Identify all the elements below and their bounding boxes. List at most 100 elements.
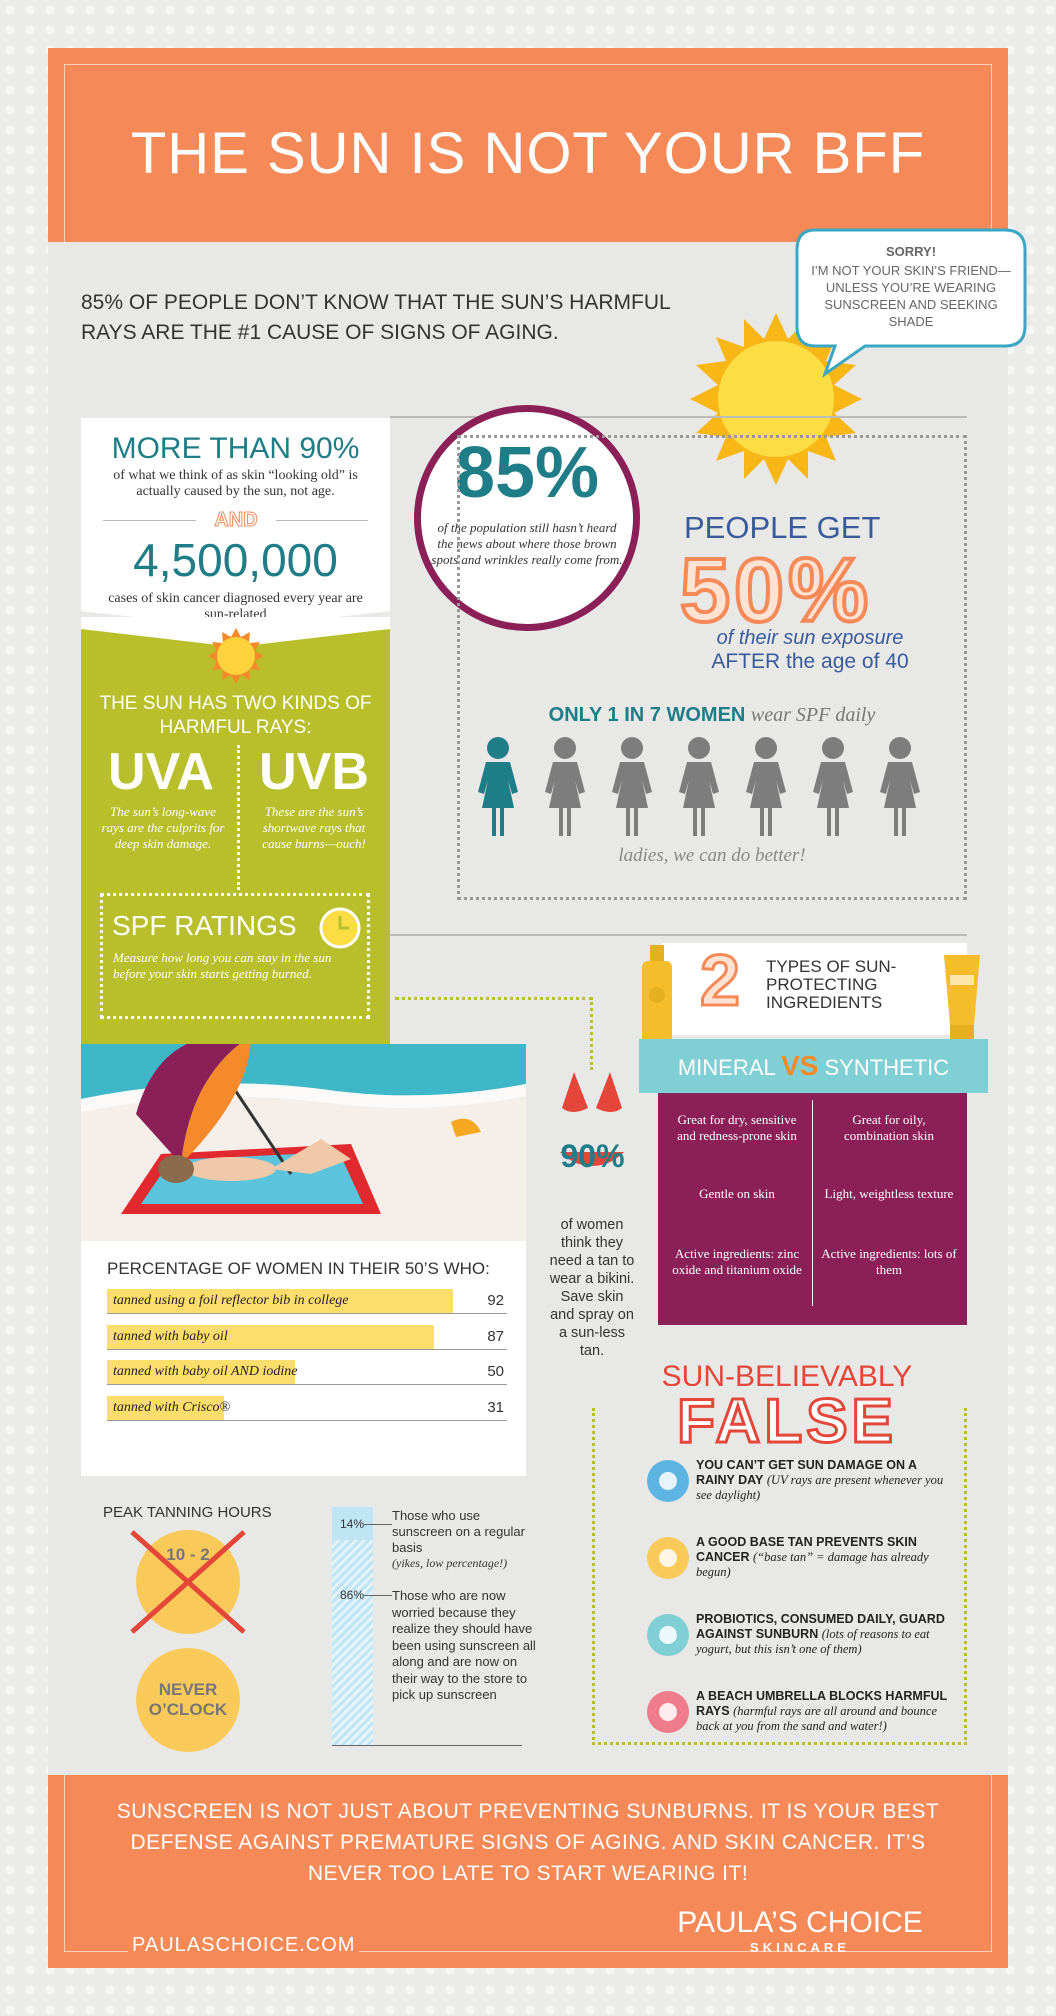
header-border <box>64 64 992 242</box>
bubble-text: I’M NOT YOUR SKIN’S FRIEND—UNLESS YOU’RE… <box>811 263 1011 329</box>
divider <box>390 934 967 936</box>
survey-title: PERCENTAGE OF WOMEN IN THEIR 50’S WHO: <box>107 1259 490 1278</box>
bubble-title: SORRY! <box>885 244 937 259</box>
ingredient-cell: Great for dry, sensitive and redness-pro… <box>677 1112 797 1143</box>
column-divider <box>812 1100 813 1306</box>
ray-text: These are the sun’s shortwave rays that … <box>262 804 366 851</box>
bikini-value: 90% <box>560 1138 625 1174</box>
survey-bar <box>107 1324 435 1349</box>
ingredients-box <box>662 943 967 1035</box>
stat-value: 85% <box>454 433 600 513</box>
leader <box>364 1524 392 1525</box>
myth-claim: A BEACH UMBRELLA BLOCKS HARMFUL RAYS <box>696 1689 947 1718</box>
women-highlight: ONLY 1 IN 7 WOMEN <box>548 704 746 726</box>
leader <box>364 1595 392 1596</box>
header <box>48 48 1008 242</box>
speech-bubble <box>795 228 1027 378</box>
divider <box>390 416 967 418</box>
survey-label: tanned with baby oil AND iodine <box>113 1364 298 1379</box>
usage-value: 14% <box>340 1517 365 1531</box>
survey-value: 31 <box>487 1398 504 1416</box>
survey-value: 87 <box>487 1327 504 1345</box>
ingredient-cell: Light, weightless texture <box>824 1186 954 1201</box>
survey-row-line <box>107 1348 507 1350</box>
myth-item: A GOOD BASE TAN PREVENTS SKIN CANCER (“b… <box>696 1535 956 1580</box>
footer-border <box>64 1775 992 1952</box>
right-label: SYNTHETIC <box>824 1055 950 1080</box>
ingredient-cell: Active ingredients: zinc oxide and titan… <box>672 1246 802 1277</box>
stat-circle <box>414 405 640 631</box>
survey-box <box>81 1241 526 1476</box>
myth-claim: YOU CAN’T GET SUN DAMAGE ON A RAINY DAY <box>696 1458 917 1487</box>
women-heading: ONLY 1 IN 7 WOMEN wear SPF daily <box>470 704 954 727</box>
bikini-text: of women think they need a tan to wear a… <box>549 1217 635 1359</box>
survey-label: tanned using a foil reflector bib in col… <box>113 1293 349 1308</box>
survey-label: tanned with baby oil <box>113 1328 228 1344</box>
survey-row-line <box>107 1384 507 1385</box>
peak-title: PEAK TANNING HOURS <box>103 1504 272 1521</box>
answer-circle <box>136 1648 240 1752</box>
myth-item: YOU CAN’T GET SUN DAMAGE ON A RAINY DAY … <box>696 1458 956 1503</box>
myth-claim: A GOOD BASE TAN PREVENTS SKIN CANCER <box>696 1535 917 1564</box>
ingredient-cell: Gentle on skin <box>699 1186 775 1201</box>
exposure-box <box>457 435 967 900</box>
usage-value: 86% <box>340 1588 365 1602</box>
vs-label: VS <box>780 1050 819 1081</box>
ingredients-count: 2 <box>698 940 741 1023</box>
survey-bar <box>107 1360 295 1384</box>
bikini-icon <box>560 1072 624 1166</box>
usage-bar-top <box>332 1507 373 1540</box>
exposure-lead: PEOPLE GET <box>684 510 881 545</box>
ingredients-versus: MINERAL VS SYNTHETIC <box>639 1039 988 1093</box>
spf-box <box>100 893 370 1019</box>
beach-scene <box>81 1044 526 1241</box>
myth-icon-inner <box>659 1549 677 1567</box>
survey-label: tanned with Crisco® <box>113 1399 231 1415</box>
myths-box <box>592 1408 967 1745</box>
rays-title: THE SUN HAS TWO KINDS OF HARMFUL RAYS: <box>99 693 372 738</box>
myths-title: FALSE <box>612 1386 962 1458</box>
sun <box>690 313 862 485</box>
left-label: MINERAL <box>677 1055 775 1080</box>
spf-title: SPF RATINGS <box>112 910 297 941</box>
ingredient-cell: Great for oily, combination skin <box>844 1112 934 1143</box>
usage-bar <box>332 1507 373 1745</box>
myth-icon-inner <box>659 1703 677 1721</box>
facts-headline: MORE THAN 90% <box>111 432 360 465</box>
connector: AND <box>196 509 276 532</box>
brand-sub: SKINCARE <box>750 1940 850 1955</box>
usage-text: Those who are now worried because they r… <box>392 1588 536 1702</box>
title: THE SUN IS NOT YOUR BFF <box>130 121 926 186</box>
myth-note: (“base tan” = damage has already begun) <box>696 1550 929 1579</box>
brand: PAULA’S CHOICE <box>660 1906 940 1940</box>
spf-text: Measure how long you can stay in the sun… <box>113 950 332 981</box>
myth-note: (UV rays are present whenever you see da… <box>696 1473 944 1502</box>
exposure-value: 50% <box>678 539 873 643</box>
sun-small <box>208 628 264 684</box>
cross <box>130 1530 246 1634</box>
usage-text: Those who use sunscreen on a regular bas… <box>392 1508 525 1555</box>
footer-text: SUNSCREEN IS NOT JUST ABOUT PREVENTING S… <box>116 1800 940 1885</box>
survey-bar <box>107 1395 224 1420</box>
women-note: ladies, we can do better! <box>618 845 806 866</box>
survey-row-line <box>107 1313 507 1314</box>
intro: 85% OF PEOPLE DON’T KNOW THAT THE SUN’S … <box>81 291 670 344</box>
rays-panel <box>81 617 390 1044</box>
women-text: wear SPF daily <box>750 704 876 726</box>
ingredient-cell: Active ingredients: lots of them <box>821 1246 957 1277</box>
facts-number: 4,500,000 <box>133 534 338 586</box>
survey-value: 92 <box>487 1292 504 1309</box>
women-icons <box>478 737 920 836</box>
ray-name: UVB <box>259 743 369 801</box>
bottle <box>642 945 672 1043</box>
peak-crossed: 10 - 2 <box>166 1545 210 1564</box>
connector-line <box>395 997 593 1070</box>
ray-text: The sun’s long-wave rays are the culprit… <box>101 804 225 851</box>
survey-bar <box>107 1289 453 1313</box>
survey-row-line <box>107 1419 507 1421</box>
clock-icon <box>319 907 361 949</box>
myth-item: A BEACH UMBRELLA BLOCKS HARMFUL RAYS (ha… <box>696 1689 956 1734</box>
survey-value: 50 <box>487 1363 504 1380</box>
stat-text: of the population still hasn’t heard the… <box>431 520 623 567</box>
facts-text: of what we think of as skin “looking old… <box>113 468 358 499</box>
